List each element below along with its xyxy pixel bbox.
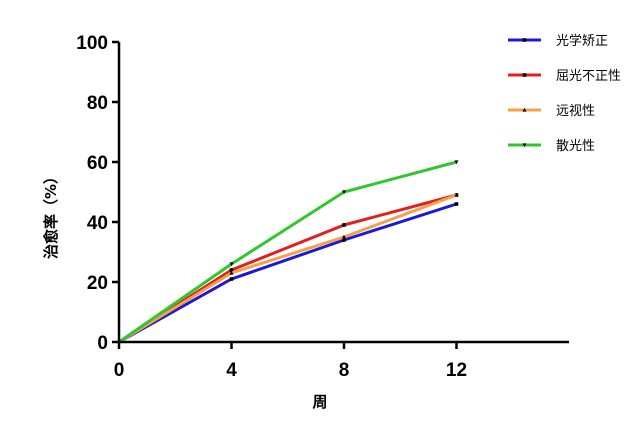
y-tick-label: 0 [97,333,108,354]
legend-item: 屈光不正性 [508,69,621,84]
data-point [454,160,459,165]
series-line [118,193,458,344]
data-point [342,238,346,242]
data-point [522,38,527,42]
legend-label: 散光性 [556,139,595,154]
data-point [229,277,234,281]
series-4 [118,160,459,344]
x-axis-title: 周 [312,393,327,411]
series-line [118,160,457,344]
y-tick-label: 80 [87,93,108,114]
data-point [454,192,459,197]
x-tick-label: 8 [339,360,350,381]
data-point [522,73,527,77]
legend-item: 光学矫正 [508,33,608,49]
data-point [342,223,346,227]
series-layer [118,160,459,344]
axes: 0 20 40 60 80 100 0 4 8 12 [76,33,569,381]
y-ticks: 0 20 40 60 80 100 [76,33,119,354]
data-point [229,270,234,275]
series-3 [118,192,459,344]
y-tick-label: 20 [87,273,108,294]
series-line [118,202,457,344]
data-point [229,268,234,272]
data-point [522,107,527,112]
data-point [342,190,346,195]
x-ticks: 0 4 8 12 [114,342,467,381]
data-point [522,143,527,148]
series-line [118,193,457,344]
data-point [342,234,346,239]
y-tick-label: 60 [87,153,108,174]
legend-item: 远视性 [508,104,595,119]
data-point [454,202,459,206]
data-point [229,262,234,267]
x-tick-label: 12 [446,360,467,381]
series-1 [118,202,459,344]
y-tick-label: 100 [76,33,108,54]
legend-label: 光学矫正 [556,33,608,49]
legend-item: 散光性 [508,139,595,154]
y-axis-title: 治愈率（%） [42,169,60,259]
x-tick-label: 0 [114,360,125,381]
y-tick-label: 40 [87,213,108,234]
legend-label: 屈光不正性 [556,69,621,84]
series-2 [118,193,459,344]
x-tick-label: 4 [226,360,237,381]
legend-label: 远视性 [556,104,595,119]
